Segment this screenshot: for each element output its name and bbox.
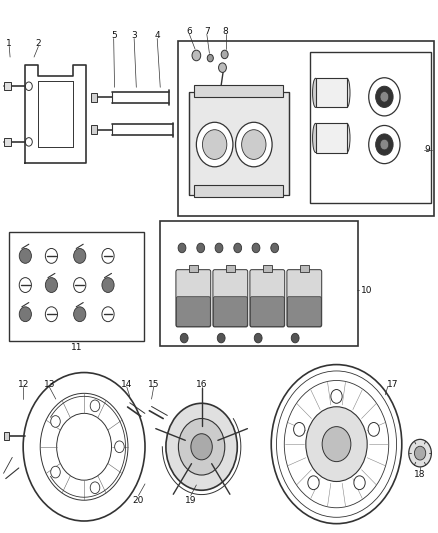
- Circle shape: [19, 248, 32, 263]
- Bar: [91, 125, 97, 134]
- Circle shape: [215, 243, 223, 253]
- Circle shape: [51, 416, 60, 427]
- Text: 17: 17: [387, 379, 399, 389]
- Bar: [300, 265, 309, 272]
- Circle shape: [90, 400, 100, 411]
- Bar: [263, 265, 272, 272]
- Bar: [189, 265, 198, 272]
- Circle shape: [331, 390, 342, 403]
- Bar: [4, 82, 11, 91]
- Text: 10: 10: [361, 286, 373, 295]
- Bar: [194, 185, 283, 197]
- Text: 4: 4: [154, 31, 160, 41]
- Circle shape: [90, 482, 100, 494]
- Text: 11: 11: [71, 343, 82, 352]
- Bar: [316, 123, 347, 152]
- Circle shape: [197, 243, 205, 253]
- Circle shape: [271, 243, 279, 253]
- Circle shape: [207, 54, 213, 62]
- FancyBboxPatch shape: [177, 297, 210, 326]
- Circle shape: [380, 92, 389, 102]
- Circle shape: [51, 466, 60, 478]
- Text: 1: 1: [6, 39, 12, 49]
- Text: 5: 5: [111, 31, 117, 41]
- Circle shape: [380, 139, 389, 150]
- Circle shape: [219, 63, 226, 72]
- Circle shape: [306, 407, 367, 481]
- Bar: [9, 232, 144, 341]
- Circle shape: [368, 423, 379, 437]
- Bar: [4, 138, 11, 146]
- Circle shape: [293, 423, 305, 437]
- FancyBboxPatch shape: [251, 297, 284, 326]
- Text: 8: 8: [223, 27, 228, 36]
- Bar: [160, 221, 358, 346]
- Circle shape: [414, 446, 426, 460]
- FancyBboxPatch shape: [287, 297, 321, 326]
- Circle shape: [376, 134, 393, 155]
- Text: 12: 12: [18, 379, 29, 389]
- Circle shape: [221, 50, 228, 59]
- Bar: [226, 265, 235, 272]
- Circle shape: [409, 439, 431, 467]
- Bar: [91, 93, 97, 102]
- Bar: [4, 432, 9, 440]
- Circle shape: [322, 426, 351, 462]
- Circle shape: [115, 441, 124, 453]
- Circle shape: [291, 333, 299, 343]
- Ellipse shape: [313, 78, 319, 108]
- Text: 7: 7: [204, 27, 210, 36]
- Circle shape: [191, 434, 212, 460]
- FancyBboxPatch shape: [213, 270, 248, 327]
- Circle shape: [242, 130, 266, 159]
- FancyBboxPatch shape: [176, 270, 211, 327]
- Circle shape: [192, 50, 201, 61]
- Text: 18: 18: [414, 470, 426, 479]
- Circle shape: [354, 476, 365, 490]
- Bar: [188, 92, 289, 195]
- Text: 20: 20: [133, 496, 144, 505]
- Ellipse shape: [313, 123, 319, 152]
- Circle shape: [234, 243, 242, 253]
- Text: 6: 6: [187, 27, 192, 36]
- Bar: [194, 85, 283, 97]
- Circle shape: [369, 78, 400, 116]
- Circle shape: [254, 333, 262, 343]
- Circle shape: [236, 122, 272, 167]
- Bar: [311, 52, 431, 203]
- Bar: [178, 41, 434, 216]
- Text: 15: 15: [148, 379, 159, 389]
- Circle shape: [102, 278, 114, 293]
- Bar: [316, 78, 347, 108]
- Text: 19: 19: [185, 496, 197, 505]
- Circle shape: [217, 333, 225, 343]
- Circle shape: [46, 278, 57, 293]
- Circle shape: [202, 130, 227, 159]
- Circle shape: [196, 122, 233, 167]
- Circle shape: [178, 243, 186, 253]
- Circle shape: [178, 418, 225, 475]
- Text: 14: 14: [121, 379, 132, 389]
- Ellipse shape: [344, 123, 350, 152]
- Circle shape: [166, 403, 237, 490]
- Circle shape: [376, 86, 393, 108]
- FancyBboxPatch shape: [213, 297, 247, 326]
- Text: 2: 2: [35, 39, 41, 49]
- Circle shape: [19, 307, 32, 321]
- FancyBboxPatch shape: [287, 270, 322, 327]
- Circle shape: [74, 307, 86, 321]
- Text: 13: 13: [43, 379, 55, 389]
- Circle shape: [74, 248, 86, 263]
- Text: 9: 9: [424, 146, 430, 155]
- Circle shape: [180, 333, 188, 343]
- Circle shape: [369, 125, 400, 164]
- Text: 16: 16: [196, 379, 207, 389]
- FancyBboxPatch shape: [250, 270, 285, 327]
- Text: 3: 3: [131, 31, 137, 41]
- Circle shape: [252, 243, 260, 253]
- Ellipse shape: [344, 78, 350, 108]
- Circle shape: [308, 476, 319, 490]
